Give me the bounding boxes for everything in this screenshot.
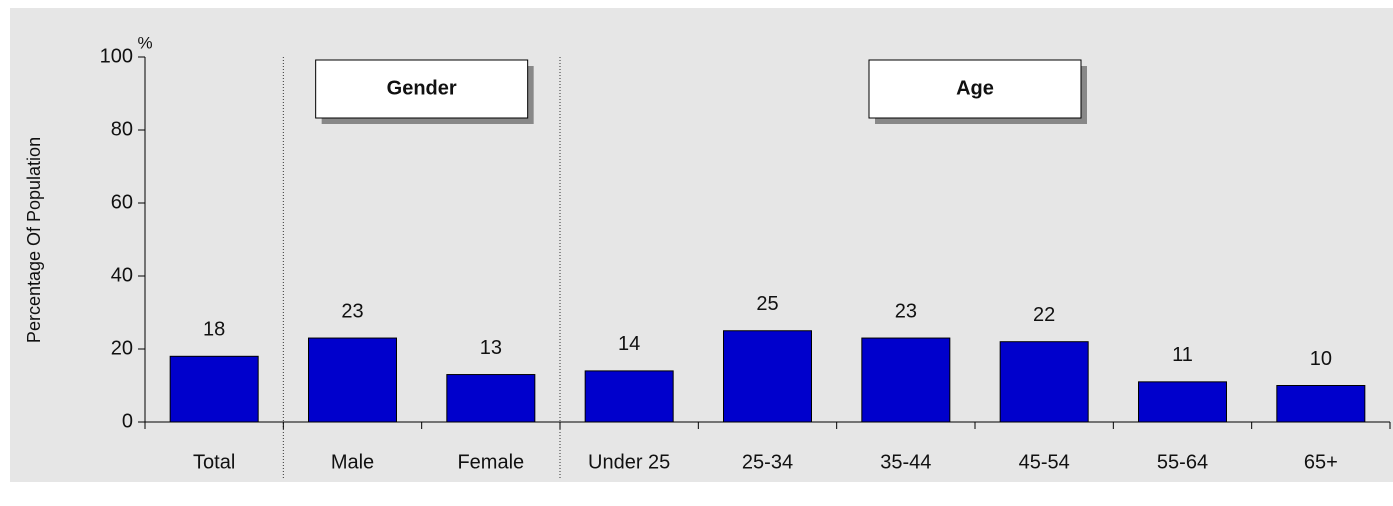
data-label: 11: [1172, 344, 1193, 366]
data-label: 13: [480, 337, 502, 359]
y-tick-label: 40: [111, 264, 133, 286]
bar: [584, 370, 674, 423]
y-tick-label: 20: [111, 337, 133, 359]
data-label: 22: [1033, 304, 1055, 326]
bar: [169, 355, 259, 423]
x-tick-label: 35-44: [880, 451, 931, 473]
bar: [723, 330, 812, 423]
bar: [308, 337, 397, 423]
group-box: [868, 59, 1082, 119]
x-tick-label: Female: [457, 451, 524, 473]
data-label: 25: [756, 293, 778, 315]
data-label: 14: [618, 333, 640, 355]
bar: [1138, 381, 1227, 423]
data-label: 23: [341, 300, 363, 322]
x-tick-label: Male: [331, 451, 374, 473]
y-tick-label: 60: [111, 191, 133, 213]
x-tick-label: Under 25: [588, 451, 670, 473]
y-unit-label: %: [137, 33, 152, 52]
y-tick-label: 0: [122, 410, 133, 432]
group-label: Age: [956, 77, 994, 99]
bar: [999, 341, 1089, 423]
x-tick-label: 45-54: [1019, 451, 1070, 473]
x-tick-label: 25-34: [742, 451, 793, 473]
data-label: 10: [1310, 348, 1332, 370]
bar: [446, 374, 536, 423]
data-label: 23: [895, 300, 917, 322]
bar: [1276, 385, 1366, 423]
x-tick-label: 55-64: [1157, 451, 1208, 473]
y-tick-label: 80: [111, 118, 133, 140]
x-tick-label: Total: [193, 451, 235, 473]
bar: [861, 337, 951, 423]
group-label: Gender: [387, 77, 457, 99]
x-tick-label: 65+: [1304, 451, 1338, 473]
y-axis-label: Percentage Of Population: [24, 137, 44, 343]
y-tick-label: 100: [100, 45, 133, 67]
group-box: [315, 59, 529, 119]
data-label: 18: [203, 319, 225, 341]
